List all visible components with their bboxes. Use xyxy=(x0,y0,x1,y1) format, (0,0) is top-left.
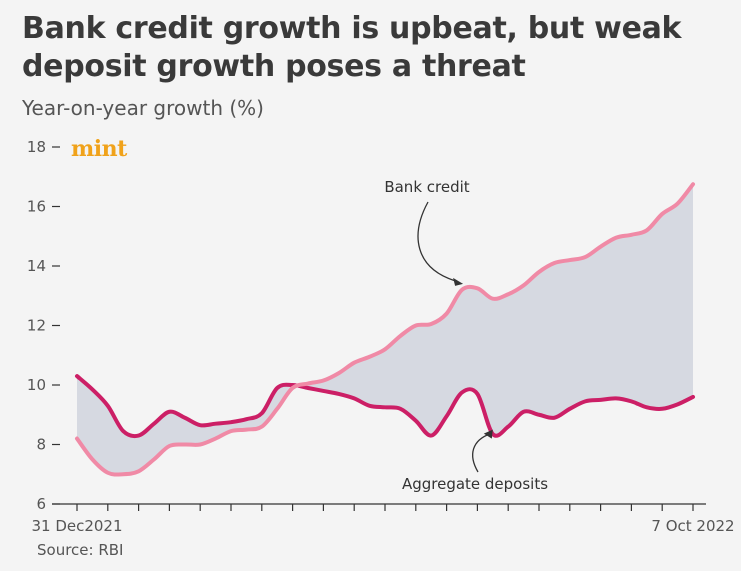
annotation-arrow-aggregate-deposits xyxy=(472,432,492,473)
y-tick-label: 6 xyxy=(36,495,46,513)
series-line-aggregate-deposits xyxy=(75,374,695,439)
series-line-bank-credit xyxy=(75,182,695,477)
y-tick-label: 16 xyxy=(27,198,46,216)
annotation-label-bank-credit: Bank credit xyxy=(384,178,469,196)
y-tick-label: 8 xyxy=(36,436,46,454)
annotation-arrowhead-aggregate-deposits xyxy=(483,429,493,439)
annotation-arrowhead-bank-credit xyxy=(453,277,464,286)
annotation-label-aggregate-deposits: Aggregate deposits xyxy=(402,475,548,493)
y-tick-label: 12 xyxy=(27,317,46,335)
annotation-arrow-bank-credit xyxy=(417,201,456,282)
mint-logo: mint xyxy=(71,136,127,162)
x-tick-label: 7 Oct 2022 xyxy=(651,517,734,535)
y-tick-label: 10 xyxy=(27,376,46,394)
source-note: Source: RBI xyxy=(37,541,124,559)
y-tick-label: 14 xyxy=(27,257,46,275)
y-axis-title: Year-on-year growth (%) xyxy=(22,96,264,120)
area-between-series xyxy=(77,184,693,475)
axes: 6 8 10 12 14 16 18 31 Dec2021 7 Oct 2022 xyxy=(27,138,735,535)
x-tick-label: 31 Dec2021 xyxy=(31,517,122,535)
y-tick-label: 18 xyxy=(27,138,46,156)
chart-title: Bank credit growth is upbeat, but weak d… xyxy=(22,11,682,84)
annotations: Bank credit Aggregate deposits xyxy=(384,178,548,493)
